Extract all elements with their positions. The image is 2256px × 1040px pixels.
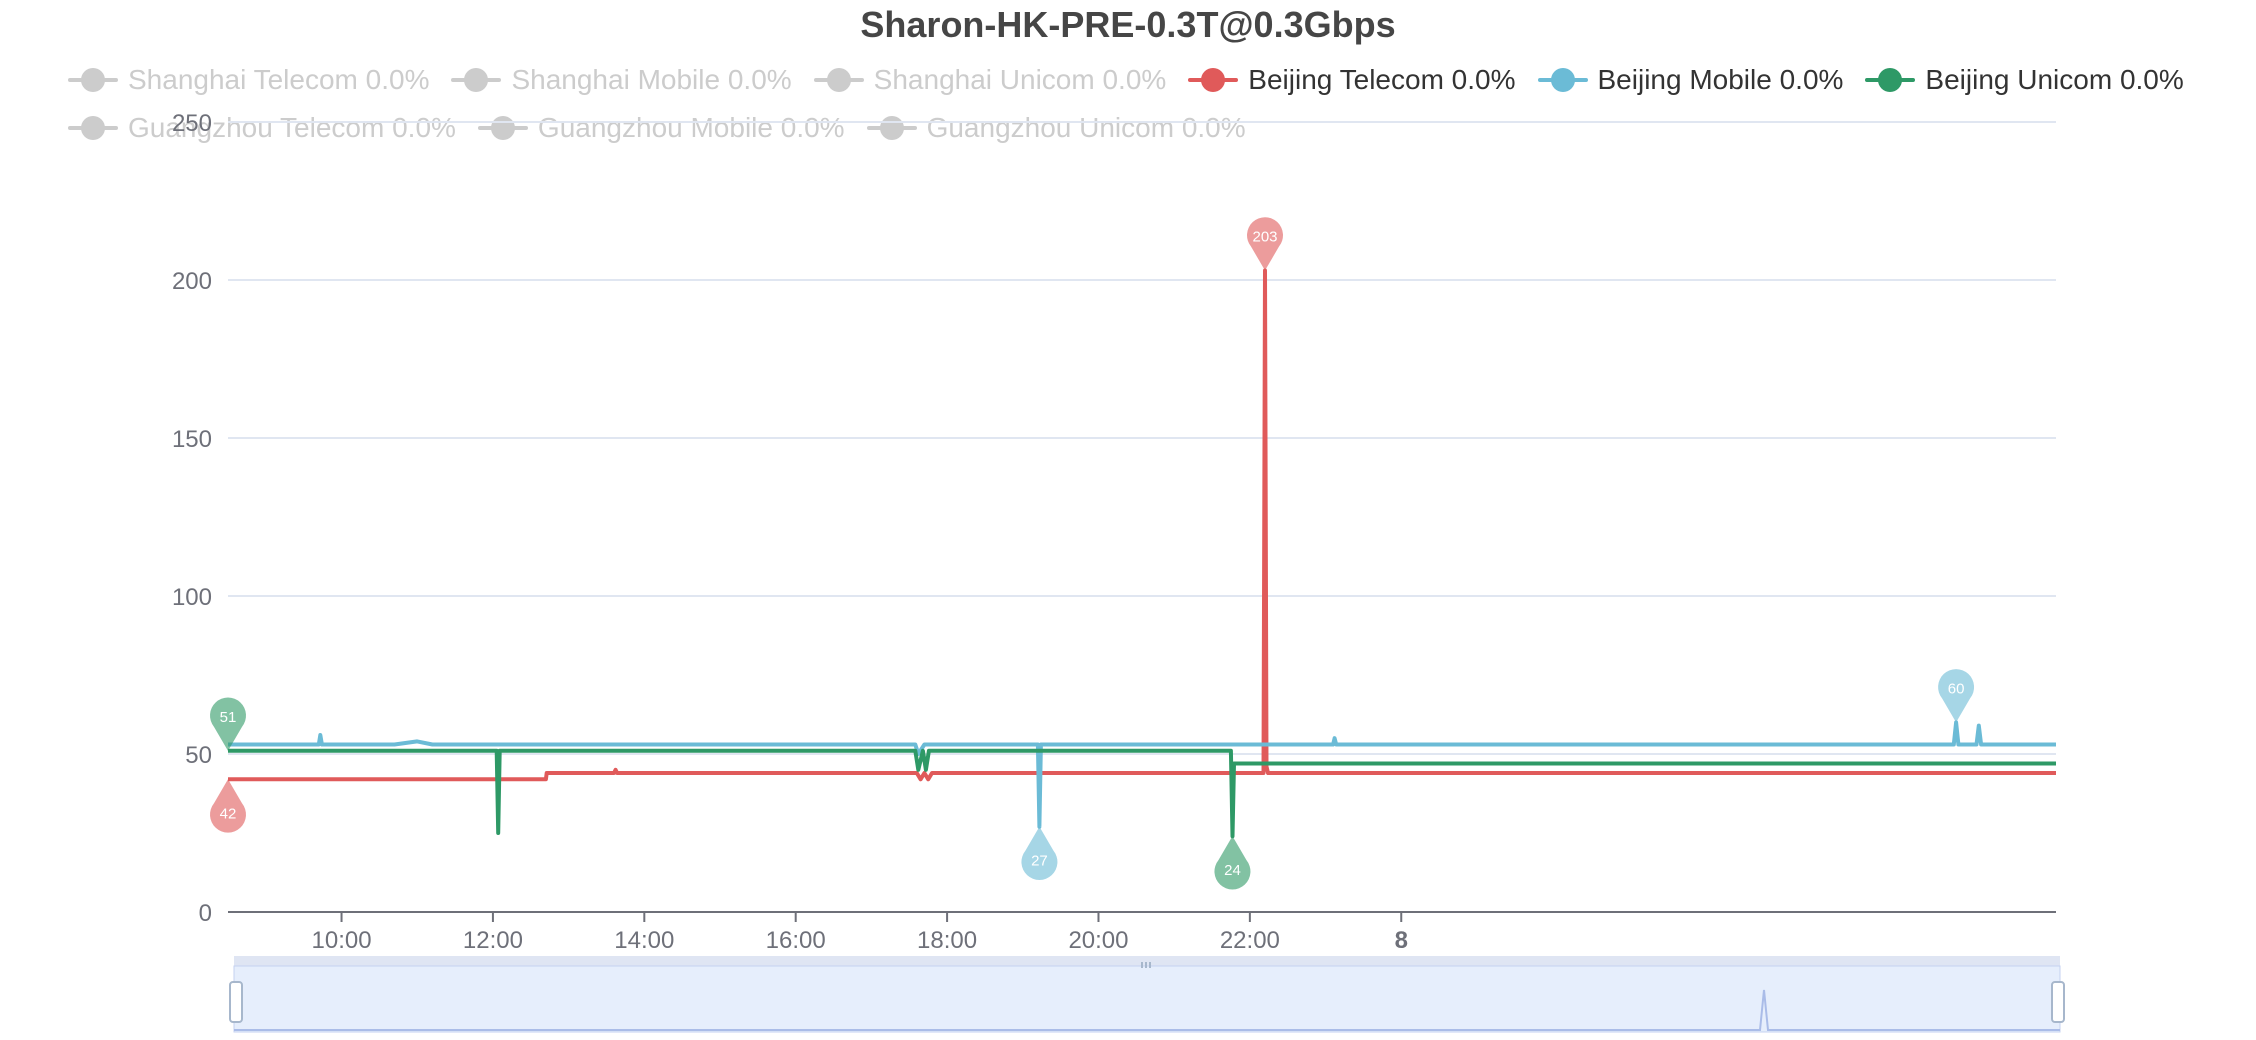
zoom-preview-line bbox=[234, 989, 2060, 1031]
legend-item-shanghai-telecom[interactable]: Shanghai Telecom 0.0% bbox=[68, 64, 429, 96]
pin-marker-min[interactable]: 27 bbox=[1021, 826, 1058, 880]
pin-value-label: 24 bbox=[1224, 862, 1241, 879]
x-tick-label: 8 bbox=[1395, 927, 1408, 954]
pin-value-label: 42 bbox=[220, 805, 237, 822]
data-zoom-slider[interactable] bbox=[229, 956, 2065, 1033]
x-tick-label: 22:00 bbox=[1220, 927, 1280, 954]
pin-value-label: 60 bbox=[1948, 680, 1965, 697]
x-tick-label: 10:00 bbox=[312, 927, 372, 954]
series-line-beijing-unicom[interactable] bbox=[228, 748, 2056, 839]
y-tick-label: 150 bbox=[172, 426, 212, 453]
chart-title: Sharon-HK-PRE-0.3T@0.3Gbps bbox=[860, 4, 1396, 45]
pin-shape bbox=[1938, 669, 1975, 723]
legend-label: Beijing Unicom 0.0% bbox=[1925, 64, 2184, 95]
pin-shape bbox=[1214, 836, 1251, 890]
legend-item-shanghai-mobile[interactable]: Shanghai Mobile 0.0% bbox=[451, 64, 792, 96]
legend-line-dot-icon bbox=[866, 114, 917, 142]
legend-row: Shanghai Telecom 0.0% Shanghai Mobile 0.… bbox=[68, 56, 2228, 104]
grid-lines bbox=[228, 121, 2056, 755]
zoom-grip-icon bbox=[1149, 962, 1151, 968]
legend-line-dot-icon bbox=[1865, 66, 1916, 94]
pin-shape bbox=[1247, 217, 1284, 271]
legend-label: Shanghai Telecom 0.0% bbox=[128, 64, 430, 95]
legend-line-dot-icon bbox=[68, 114, 118, 142]
x-tick-label: 18:00 bbox=[917, 927, 977, 954]
legend-item-beijing-telecom[interactable]: Beijing Telecom 0.0% bbox=[1188, 64, 1516, 96]
pin-value-label: 27 bbox=[1031, 853, 1048, 870]
series-line-beijing-mobile[interactable] bbox=[228, 720, 2056, 829]
pin-shape bbox=[210, 697, 246, 751]
legend-row: Guangzhou Telecom 0.0% Guangzhou Mobile … bbox=[68, 104, 2228, 152]
legend-line-dot-icon bbox=[1188, 66, 1239, 94]
legend-item-guangzhou-telecom[interactable]: Guangzhou Telecom 0.0% bbox=[68, 112, 456, 144]
legend-label: Guangzhou Unicom 0.0% bbox=[926, 112, 1246, 143]
series-line-beijing-telecom[interactable] bbox=[228, 268, 2056, 782]
pin-shape bbox=[1021, 826, 1058, 880]
y-tick-label: 100 bbox=[172, 584, 212, 611]
zoom-grip-icon bbox=[1145, 962, 1147, 968]
legend-label: Shanghai Mobile 0.0% bbox=[511, 64, 792, 95]
legend-label: Shanghai Unicom 0.0% bbox=[873, 64, 1167, 95]
zoom-right-handle[interactable] bbox=[2051, 981, 2065, 1023]
legend-label: Guangzhou Mobile 0.0% bbox=[537, 112, 845, 143]
markers: 42 203 27 60 51 24 bbox=[210, 217, 1975, 890]
pin-value-label: 51 bbox=[220, 709, 237, 726]
legend-item-beijing-unicom[interactable]: Beijing Unicom 0.0% bbox=[1865, 64, 2184, 96]
x-tick-label: 12:00 bbox=[463, 927, 523, 954]
legend-line-dot-icon bbox=[813, 66, 864, 94]
x-tick-label: 20:00 bbox=[1068, 927, 1128, 954]
y-tick-label: 0 bbox=[199, 900, 212, 927]
legend: Shanghai Telecom 0.0% Shanghai Mobile 0.… bbox=[68, 56, 2228, 152]
x-tick-label: 16:00 bbox=[766, 927, 826, 954]
pin-value-label: 203 bbox=[1252, 229, 1277, 246]
y-tick-label: 200 bbox=[172, 268, 212, 295]
zoom-grip-icon bbox=[1141, 962, 1143, 968]
y-tick-label: 50 bbox=[185, 742, 212, 769]
legend-line-dot-icon bbox=[1537, 66, 1588, 94]
legend-label: Beijing Telecom 0.0% bbox=[1248, 64, 1516, 95]
zoom-window[interactable] bbox=[233, 965, 2061, 1033]
x-tick-label: 14:00 bbox=[614, 927, 674, 954]
legend-line-dot-icon bbox=[68, 66, 118, 94]
legend-label: Beijing Mobile 0.0% bbox=[1597, 64, 1844, 95]
pin-marker-max[interactable]: 51 bbox=[210, 697, 246, 751]
pin-marker-min[interactable]: 24 bbox=[1214, 836, 1251, 890]
pin-marker-min[interactable]: 42 bbox=[210, 779, 246, 833]
legend-item-shanghai-unicom[interactable]: Shanghai Unicom 0.0% bbox=[813, 64, 1167, 96]
series-lines bbox=[228, 268, 2056, 839]
pin-marker-max[interactable]: 60 bbox=[1938, 669, 1975, 723]
legend-label: Guangzhou Telecom 0.0% bbox=[128, 112, 456, 143]
zoom-left-handle[interactable] bbox=[229, 981, 243, 1023]
y-tick-label: 250 bbox=[172, 110, 212, 137]
legend-line-dot-icon bbox=[451, 66, 502, 94]
pin-marker-max[interactable]: 203 bbox=[1247, 217, 1284, 271]
axes: 0 50 100 150 200 250 10:00 12:00 14:00 16:00 18:00… bbox=[172, 110, 2056, 954]
pin-shape bbox=[210, 779, 246, 833]
legend-item-guangzhou-mobile[interactable]: Guangzhou Mobile 0.0% bbox=[477, 112, 845, 144]
legend-item-beijing-mobile[interactable]: Beijing Mobile 0.0% bbox=[1537, 64, 1844, 96]
legend-line-dot-icon bbox=[477, 114, 528, 142]
legend-item-guangzhou-unicom[interactable]: Guangzhou Unicom 0.0% bbox=[866, 112, 1246, 144]
